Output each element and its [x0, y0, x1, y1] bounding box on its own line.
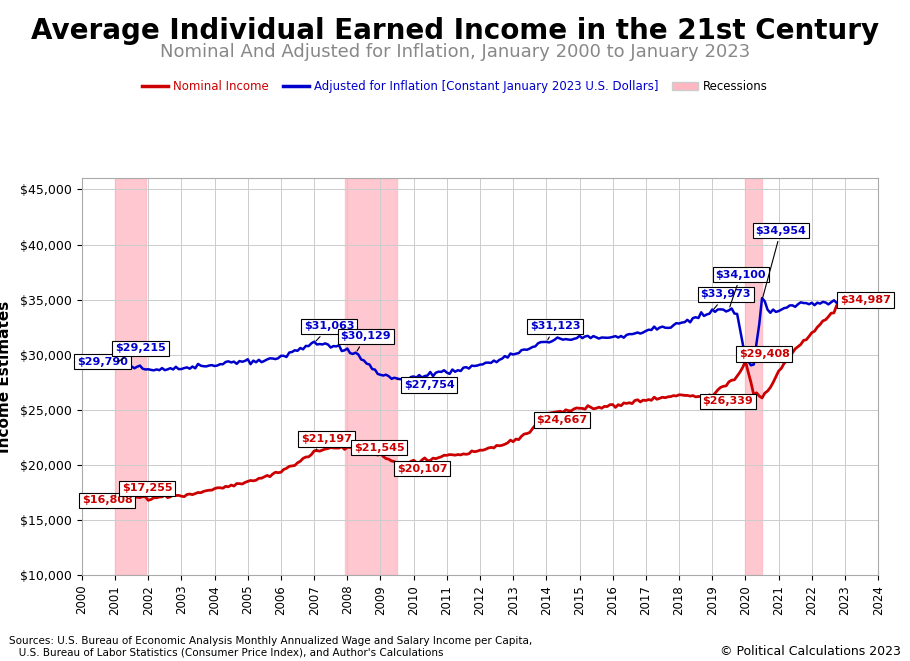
Y-axis label: Income Estimates: Income Estimates: [0, 301, 12, 453]
Bar: [115, 178, 146, 575]
Text: $27,754: $27,754: [397, 379, 454, 390]
Text: $17,255: $17,255: [115, 483, 172, 495]
Text: Sources: U.S. Bureau of Economic Analysis Monthly Annualized Wage and Salary Inc: Sources: U.S. Bureau of Economic Analysi…: [9, 636, 532, 658]
Text: $31,063: $31,063: [304, 321, 355, 341]
Text: $31,123: $31,123: [530, 321, 581, 340]
Text: $21,197: $21,197: [301, 434, 352, 449]
Text: $34,954: $34,954: [755, 225, 806, 297]
Text: © Political Calculations 2023: © Political Calculations 2023: [720, 644, 901, 658]
Text: $29,408: $29,408: [739, 349, 790, 360]
Text: $20,107: $20,107: [397, 463, 448, 473]
Bar: [345, 178, 397, 575]
Text: Average Individual Earned Income in the 21st Century: Average Individual Earned Income in the …: [31, 17, 879, 44]
Text: $24,667: $24,667: [536, 414, 588, 425]
Text: $34,100: $34,100: [715, 270, 766, 307]
Text: $30,129: $30,129: [340, 331, 391, 351]
Text: $29,790: $29,790: [77, 357, 127, 367]
Text: $26,339: $26,339: [703, 396, 753, 407]
Legend: Nominal Income, Adjusted for Inflation [Constant January 2023 U.S. Dollars], Rec: Nominal Income, Adjusted for Inflation […: [137, 75, 773, 98]
Text: $21,545: $21,545: [354, 443, 405, 453]
Text: $16,808: $16,808: [82, 496, 133, 506]
Text: $29,215: $29,215: [115, 344, 166, 362]
Text: Nominal And Adjusted for Inflation, January 2000 to January 2023: Nominal And Adjusted for Inflation, Janu…: [160, 43, 750, 61]
Text: $33,973: $33,973: [701, 290, 751, 309]
Text: $34,987: $34,987: [840, 295, 891, 305]
Bar: [745, 178, 762, 575]
